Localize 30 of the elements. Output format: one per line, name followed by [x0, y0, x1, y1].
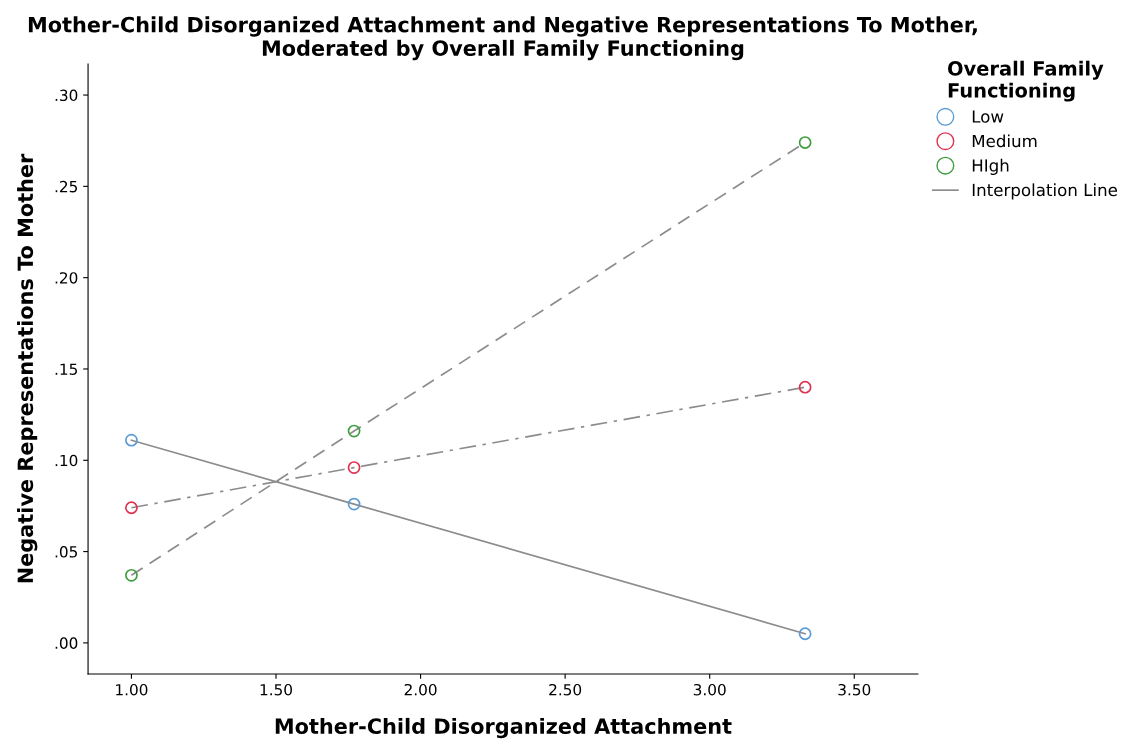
point — [125, 501, 138, 515]
legend-title: Overall Family Functioning — [947, 60, 1104, 102]
x-tick-label: 1.50 — [260, 683, 292, 696]
legend-label: HIgh — [972, 158, 1009, 175]
x-tick-label: 2.50 — [549, 683, 582, 696]
y-tick-label: .00 — [55, 637, 78, 649]
point — [798, 627, 812, 641]
x-axis-title: Mother-Child Disorganized Attachment — [275, 717, 732, 739]
y-tick-label: .20 — [55, 272, 78, 284]
point — [125, 568, 138, 582]
y-tick-label: .30 — [55, 89, 78, 102]
point — [125, 433, 138, 447]
legend-label: Medium — [972, 134, 1037, 148]
y-tick-label: .10 — [55, 454, 78, 467]
y-tick-label: .15 — [55, 363, 78, 375]
point — [798, 136, 812, 149]
point — [347, 461, 361, 474]
point — [347, 424, 361, 438]
chart-title: Mother-Child Disorganized Attachment and Negative Representations To Mother, Moderated by Overall Family Functioning — [28, 16, 977, 61]
point — [798, 380, 812, 394]
y-tick-label: .25 — [55, 180, 78, 193]
x-tick-label: 2.00 — [404, 683, 437, 696]
x-tick-label: 3.50 — [838, 683, 871, 696]
legend-label: Interpolation Line — [972, 183, 1118, 200]
x-tick-label: 1.00 — [116, 683, 148, 696]
y-tick-label: .05 — [55, 546, 78, 558]
legend-label: Low — [972, 110, 1004, 123]
point — [347, 497, 361, 511]
x-tick-label: 3.00 — [693, 683, 726, 696]
y-axis-title: Negative Representations To Mother — [17, 153, 38, 583]
